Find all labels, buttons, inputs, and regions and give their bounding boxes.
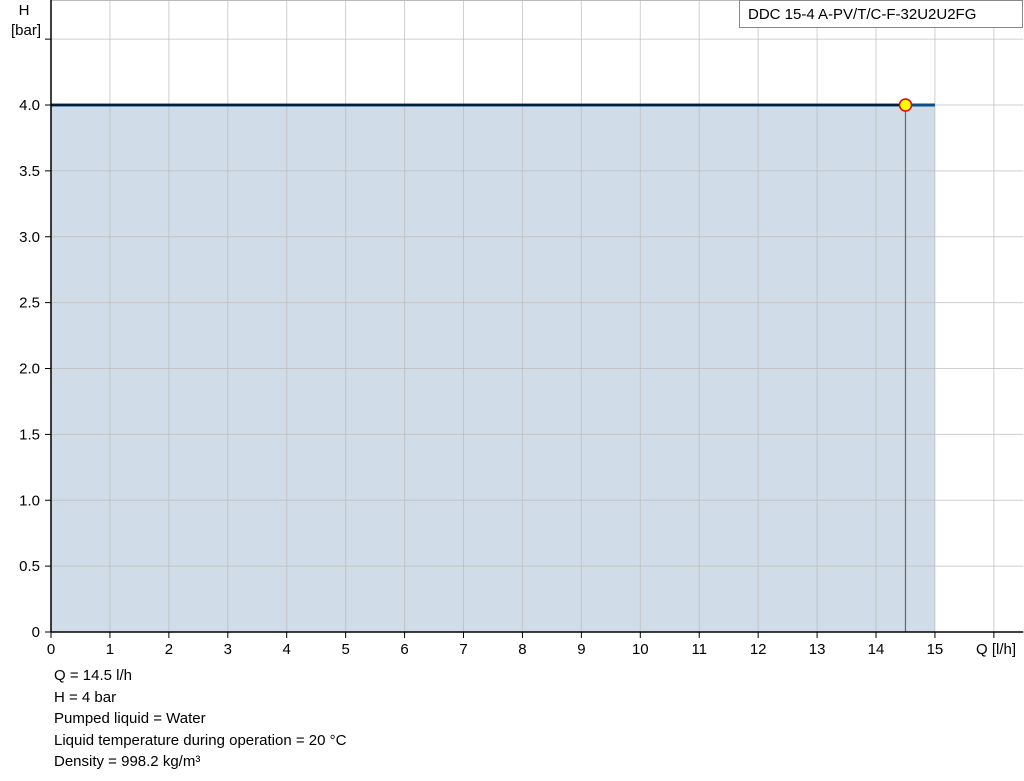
x-tick-label: 14 (868, 641, 885, 658)
x-tick-label: 3 (224, 641, 232, 658)
x-tick-label: 11 (691, 641, 707, 658)
y-tick-label: 1.0 (19, 492, 40, 509)
x-tick-label: 9 (577, 641, 585, 658)
x-tick-label: 0 (47, 641, 55, 658)
y-tick-label: 3.5 (19, 163, 40, 180)
legend-product-name: DDC 15-4 A-PV/T/C-F-32U2U2FG (739, 0, 1023, 28)
info-liquid: Pumped liquid = Water (54, 710, 206, 727)
x-axis-label: Q [l/h] (976, 641, 1016, 658)
y-tick-label: 0 (32, 624, 40, 641)
y-tick-label: 2.0 (19, 361, 40, 378)
x-tick-label: 15 (927, 641, 944, 658)
info-head: H = 4 bar (54, 688, 117, 706)
info-density: Density = 998.2 kg/m³ (54, 753, 201, 770)
x-tick-label: 4 (283, 641, 291, 658)
x-tick-label: 13 (809, 641, 826, 658)
x-tick-label: 12 (750, 641, 767, 658)
y-tick-label: 3.0 (19, 229, 40, 246)
x-tick-label: 5 (341, 641, 349, 658)
y-axis-label: H (19, 2, 30, 19)
y-tick-label: 2.5 (19, 295, 40, 312)
x-tick-label: 6 (400, 641, 408, 658)
x-tick-label: 10 (632, 641, 649, 658)
x-tick-label: 8 (518, 641, 526, 658)
x-tick-label: 2 (165, 641, 173, 658)
y-tick-label: 0.5 (19, 558, 40, 575)
y-axis-unit: [bar] (11, 22, 41, 39)
info-temperature: Liquid temperature during operation = 20… (54, 731, 347, 749)
operating-point-marker (898, 98, 913, 112)
y-tick-label: 4.0 (19, 97, 40, 114)
y-tick-label: 1.5 (19, 426, 40, 443)
operating-info: Q = 14.5 l/h H = 4 bar Pumped liquid = W… (54, 665, 346, 773)
x-tick-label: 7 (459, 641, 467, 658)
info-flow: Q = 14.5 l/h (54, 667, 132, 684)
x-tick-label: 1 (106, 641, 114, 658)
